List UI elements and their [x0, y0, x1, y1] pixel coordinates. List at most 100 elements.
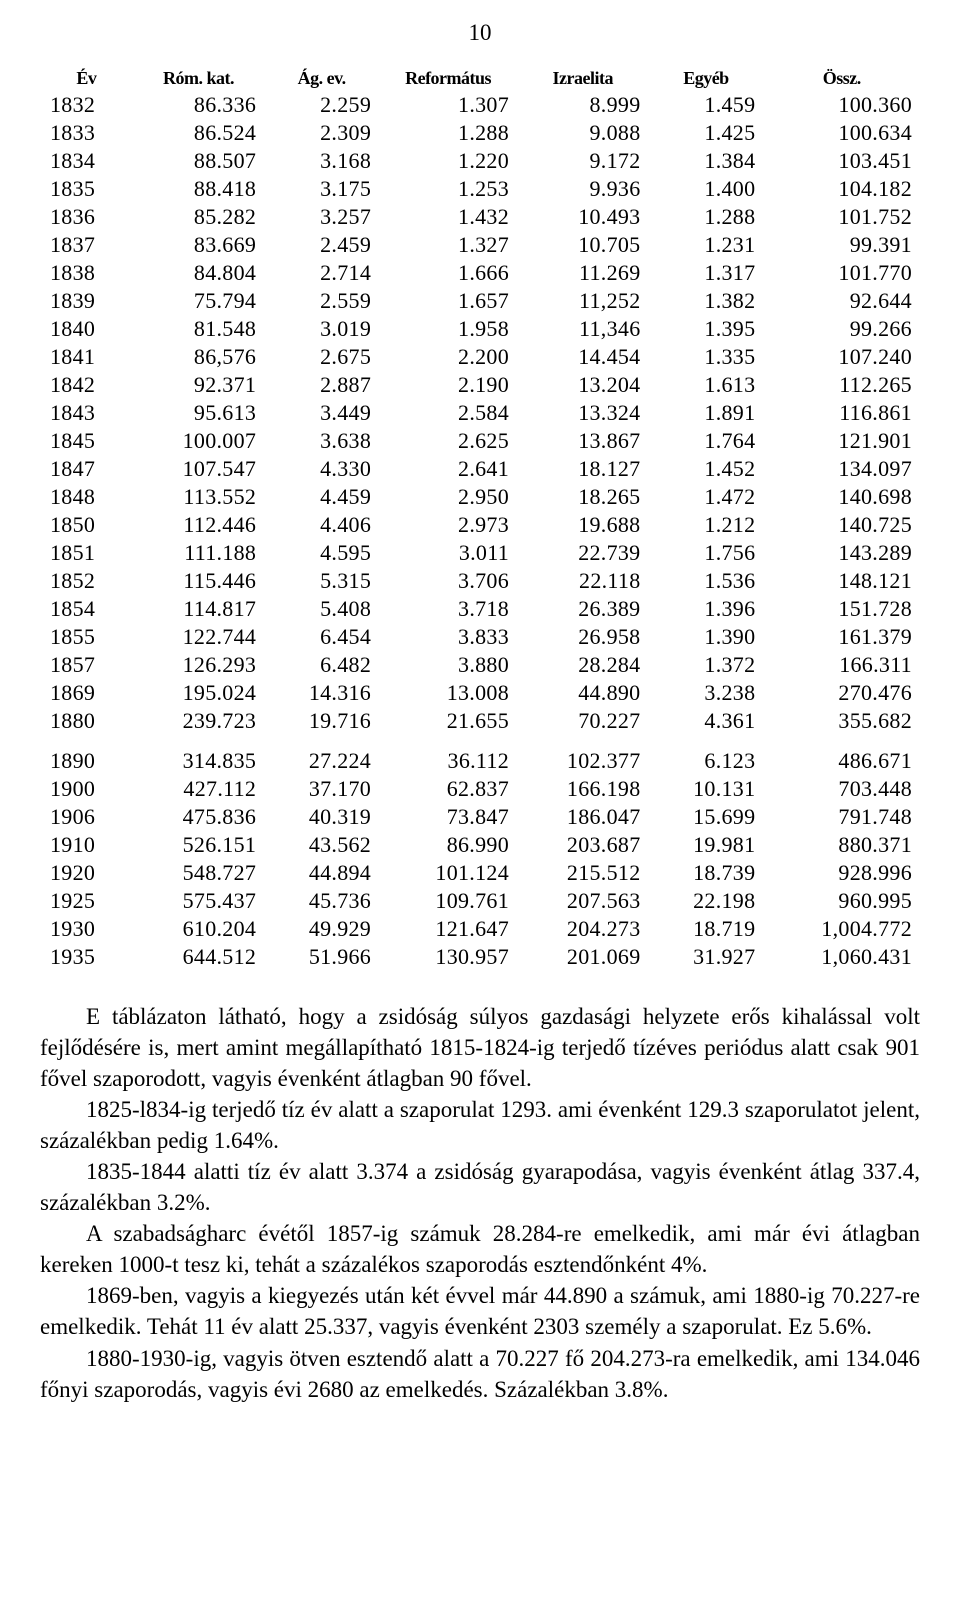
table-cell: 107.240: [763, 343, 920, 371]
table-cell: 2.641: [379, 455, 517, 483]
table-cell: 9.088: [517, 119, 648, 147]
table-cell: 19.688: [517, 511, 648, 539]
spacer-row: [40, 735, 920, 747]
table-cell: 6.123: [649, 747, 764, 775]
table-cell: 26.958: [517, 623, 648, 651]
table-row: 1935644.51251.966130.957201.06931.9271,0…: [40, 943, 920, 971]
table-cell: 1.958: [379, 315, 517, 343]
table-cell: 1.459: [649, 91, 764, 119]
table-cell: 112.446: [133, 511, 264, 539]
table-cell: 526.151: [133, 831, 264, 859]
table-cell: 88.507: [133, 147, 264, 175]
table-row: 183783.6692.4591.32710.7051.23199.391: [40, 231, 920, 259]
table-cell: 113.552: [133, 483, 264, 511]
table-cell: 1.395: [649, 315, 764, 343]
table-cell: 3.175: [264, 175, 379, 203]
table-cell: 86.336: [133, 91, 264, 119]
table-cell: 427.112: [133, 775, 264, 803]
table-row: 1845100.0073.6382.62513.8671.764121.901: [40, 427, 920, 455]
table-cell: 1890: [40, 747, 133, 775]
table-cell: 19.981: [649, 831, 764, 859]
table-cell: 148.121: [763, 567, 920, 595]
table-row: 1880239.72319.71621.65570.2274.361355.68…: [40, 707, 920, 735]
table-cell: 2.200: [379, 343, 517, 371]
table-row: 183286.3362.2591.3078.9991.459100.360: [40, 91, 920, 119]
table-cell: 1,060.431: [763, 943, 920, 971]
table-cell: 1.396: [649, 595, 764, 623]
table-cell: 116.861: [763, 399, 920, 427]
paragraph: 1869-ben, vagyis a kiegyezés után két év…: [40, 1280, 920, 1342]
table-cell: 1.536: [649, 567, 764, 595]
table-cell: 3.638: [264, 427, 379, 455]
table-cell: 1.220: [379, 147, 517, 175]
table-cell: 2.887: [264, 371, 379, 399]
table-cell: 1900: [40, 775, 133, 803]
table-row: 183975.7942.5591.65711,2521.38292.644: [40, 287, 920, 315]
table-row: 1857126.2936.4823.88028.2841.372166.311: [40, 651, 920, 679]
table-cell: 1.288: [379, 119, 517, 147]
table-cell: 1848: [40, 483, 133, 511]
table-cell: 1834: [40, 147, 133, 175]
table-cell: 1835: [40, 175, 133, 203]
table-cell: 31.927: [649, 943, 764, 971]
table-cell: 121.901: [763, 427, 920, 455]
table-cell: 1869: [40, 679, 133, 707]
table-row: 183685.2823.2571.43210.4931.288101.752: [40, 203, 920, 231]
table-cell: 84.804: [133, 259, 264, 287]
table-cell: 1857: [40, 651, 133, 679]
table-cell: 143.289: [763, 539, 920, 567]
table-cell: 1920: [40, 859, 133, 887]
paragraph: 1835-1844 alatti tíz év alatt 3.374 a zs…: [40, 1156, 920, 1218]
table-cell: 28.284: [517, 651, 648, 679]
table-row: 1847107.5474.3302.64118.1271.452134.097: [40, 455, 920, 483]
table-cell: 1.390: [649, 623, 764, 651]
table-row: 1930610.20449.929121.647204.27318.7191,0…: [40, 915, 920, 943]
table-cell: 1842: [40, 371, 133, 399]
table-cell: 1847: [40, 455, 133, 483]
table-cell: 201.069: [517, 943, 648, 971]
table-cell: 43.562: [264, 831, 379, 859]
table-cell: 86,576: [133, 343, 264, 371]
table-cell: 13.867: [517, 427, 648, 455]
table-cell: 99.391: [763, 231, 920, 259]
table-cell: 1852: [40, 567, 133, 595]
table-cell: 239.723: [133, 707, 264, 735]
table-cell: 13.008: [379, 679, 517, 707]
table-cell: 18.739: [649, 859, 764, 887]
table-cell: 3.449: [264, 399, 379, 427]
table-cell: 115.446: [133, 567, 264, 595]
col-header: Év: [40, 66, 133, 91]
table-cell: 1833: [40, 119, 133, 147]
table-cell: 6.482: [264, 651, 379, 679]
table-cell: 107.547: [133, 455, 264, 483]
table-cell: 486.671: [763, 747, 920, 775]
table-cell: 44.894: [264, 859, 379, 887]
table-cell: 207.563: [517, 887, 648, 915]
table-cell: 151.728: [763, 595, 920, 623]
paragraph: A szabadságharc évétől 1857-ig számuk 28…: [40, 1218, 920, 1280]
table-cell: 1855: [40, 623, 133, 651]
table-cell: 1.657: [379, 287, 517, 315]
table-cell: 4.406: [264, 511, 379, 539]
table-cell: 6.454: [264, 623, 379, 651]
table-cell: 14.316: [264, 679, 379, 707]
table-cell: 1.253: [379, 175, 517, 203]
table-row: 183488.5073.1681.2209.1721.384103.451: [40, 147, 920, 175]
table-cell: 100.634: [763, 119, 920, 147]
table-row: 1869195.02414.31613.00844.8903.238270.47…: [40, 679, 920, 707]
table-cell: 27.224: [264, 747, 379, 775]
table-cell: 1.307: [379, 91, 517, 119]
table-cell: 18.127: [517, 455, 648, 483]
table-cell: 2.459: [264, 231, 379, 259]
table-cell: 101.752: [763, 203, 920, 231]
table-cell: 101.124: [379, 859, 517, 887]
table-cell: 1.212: [649, 511, 764, 539]
table-cell: 140.698: [763, 483, 920, 511]
table-cell: 475.836: [133, 803, 264, 831]
population-table: ÉvRóm. kat.Ág. ev.ReformátusIzraelitaEgy…: [40, 66, 920, 971]
table-cell: 100.007: [133, 427, 264, 455]
table-cell: 70.227: [517, 707, 648, 735]
table-cell: 11,252: [517, 287, 648, 315]
table-cell: 88.418: [133, 175, 264, 203]
table-cell: 3.718: [379, 595, 517, 623]
